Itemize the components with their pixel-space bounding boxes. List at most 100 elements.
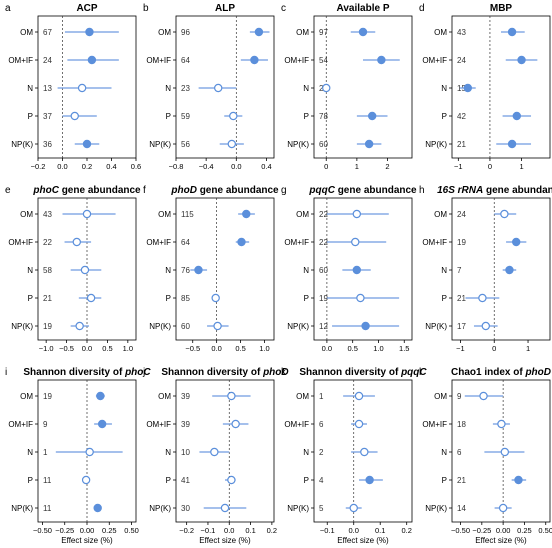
sample-size-label: 9 — [43, 420, 48, 429]
effect-point-significant — [507, 139, 517, 149]
row-label: P — [28, 112, 33, 121]
x-tick-label: −0.1 — [201, 526, 216, 535]
sample-size-label: 21 — [457, 140, 466, 149]
effect-point-nonsignificant — [349, 503, 358, 513]
x-tick-label: −0.8 — [169, 162, 184, 171]
sample-size-label: 78 — [319, 112, 328, 121]
sample-size-label: 97 — [319, 28, 328, 37]
panel-title: phoC gene abundance — [32, 185, 141, 196]
sample-size-label: 22 — [43, 238, 52, 247]
row-label: OM — [434, 392, 447, 401]
x-tick-label: 0.0 — [349, 526, 359, 535]
x-tick-label: 0.1 — [375, 526, 385, 535]
row-label: NP(K) — [149, 504, 171, 513]
panel-f: f phoD gene abundance −0.5 0.0 0.5 1.0 OM 115 OM… — [143, 185, 279, 353]
x-tick-label: 0.4 — [261, 162, 271, 171]
x-tick-label: 0.0 — [82, 344, 92, 353]
sample-size-label: 5 — [319, 504, 324, 513]
axis-frame — [451, 197, 551, 341]
sample-size-label: 11 — [43, 504, 52, 513]
x-tick-label: 1.5 — [399, 344, 409, 353]
effect-point-significant — [365, 475, 374, 485]
sample-size-label: 96 — [181, 28, 190, 37]
effect-point-significant — [352, 265, 362, 275]
sample-size-label: 12 — [319, 322, 328, 331]
effect-point-nonsignificant — [86, 293, 96, 303]
row-label: OM — [158, 210, 171, 219]
panel-letter: e — [5, 185, 11, 196]
panel-letter: i — [5, 367, 7, 378]
panel-title: MBP — [490, 3, 513, 14]
panel-e: e phoC gene abundance −1.0 −0.5 0.0 0.5 1.0 OM 4… — [5, 185, 141, 353]
panel-title: ACP — [76, 3, 97, 14]
effect-point-significant — [82, 139, 92, 149]
x-tick-label: 0 — [492, 344, 496, 353]
panel-title: Shannon diversity of phoD — [161, 367, 288, 378]
sample-size-label: 22 — [319, 238, 328, 247]
sample-size-label: 19 — [43, 392, 52, 401]
sample-size-label: 24 — [457, 56, 466, 65]
row-label: NP(K) — [11, 504, 33, 513]
sample-size-label: 36 — [43, 140, 52, 149]
row-label: NP(K) — [425, 322, 447, 331]
row-label: N — [441, 448, 447, 457]
row-label: NP(K) — [425, 140, 447, 149]
row-label: OM — [20, 210, 33, 219]
row-label: OM+IF — [146, 238, 171, 247]
x-tick-label: 0 — [488, 162, 492, 171]
sample-size-label: 24 — [457, 210, 466, 219]
x-tick-label: 0.1 — [245, 526, 255, 535]
effect-point-nonsignificant — [211, 293, 220, 303]
sample-size-label: 67 — [43, 28, 52, 37]
panel-letter: d — [419, 3, 425, 14]
x-tick-label: 0.0 — [231, 162, 241, 171]
sample-size-label: 30 — [181, 504, 190, 513]
sample-size-label: 85 — [181, 294, 190, 303]
row-label: P — [442, 294, 447, 303]
effect-point-nonsignificant — [356, 293, 365, 303]
x-tick-label: 0.25 — [517, 526, 532, 535]
row-label: OM+IF — [146, 56, 171, 65]
sample-size-label: 13 — [43, 84, 52, 93]
x-tick-label: −0.5 — [185, 344, 200, 353]
axis-frame — [451, 379, 551, 523]
effect-point-nonsignificant — [220, 503, 230, 513]
sample-size-label: 9 — [457, 392, 462, 401]
sample-size-label: 37 — [43, 112, 52, 121]
sample-size-label: 56 — [181, 140, 190, 149]
row-label: OM — [20, 28, 33, 37]
axis-frame — [175, 15, 275, 159]
x-tick-label: 0.2 — [401, 526, 411, 535]
effect-point-significant — [242, 209, 251, 219]
panel-h: h 16S rRNA gene abundance −1 0 1 OM 24 OM+IF 19 N… — [419, 185, 552, 353]
sample-size-label: 39 — [181, 392, 190, 401]
panel-l: l Chao1 index of phoD −0.50 −0.25 0.00 0.25 0.… — [419, 367, 552, 545]
panel-j: j Shannon diversity of phoD −0.2 −0.1 0.0 0.1… — [142, 367, 289, 545]
axis-frame — [313, 197, 413, 341]
row-label: P — [304, 112, 309, 121]
row-label: P — [442, 476, 447, 485]
x-tick-label: 0.0 — [322, 344, 332, 353]
effect-point-nonsignificant — [214, 83, 223, 93]
row-label: OM+IF — [422, 420, 447, 429]
sample-size-label: 1 — [43, 448, 48, 457]
x-tick-label: 0.2 — [267, 526, 277, 535]
row-label: N — [165, 266, 171, 275]
x-axis-label: Effect size (%) — [475, 536, 527, 545]
effect-point-nonsignificant — [352, 209, 362, 219]
x-tick-label: 0.50 — [538, 526, 552, 535]
x-axis-label: Effect size (%) — [61, 536, 113, 545]
sample-size-label: 7 — [457, 266, 462, 275]
axis-frame — [175, 197, 275, 341]
x-tick-label: −1 — [456, 344, 465, 353]
effect-point-significant — [87, 55, 97, 65]
sample-size-label: 6 — [319, 420, 324, 429]
x-tick-label: 0.5 — [347, 344, 357, 353]
x-tick-label: 0.25 — [102, 526, 117, 535]
panel-letter: g — [281, 185, 287, 196]
effect-point-significant — [96, 391, 105, 401]
panel-title: Shannon diversity of pqqC — [299, 367, 427, 378]
effect-point-significant — [93, 503, 102, 513]
row-label: OM+IF — [8, 238, 33, 247]
row-label: NP(K) — [11, 322, 33, 331]
